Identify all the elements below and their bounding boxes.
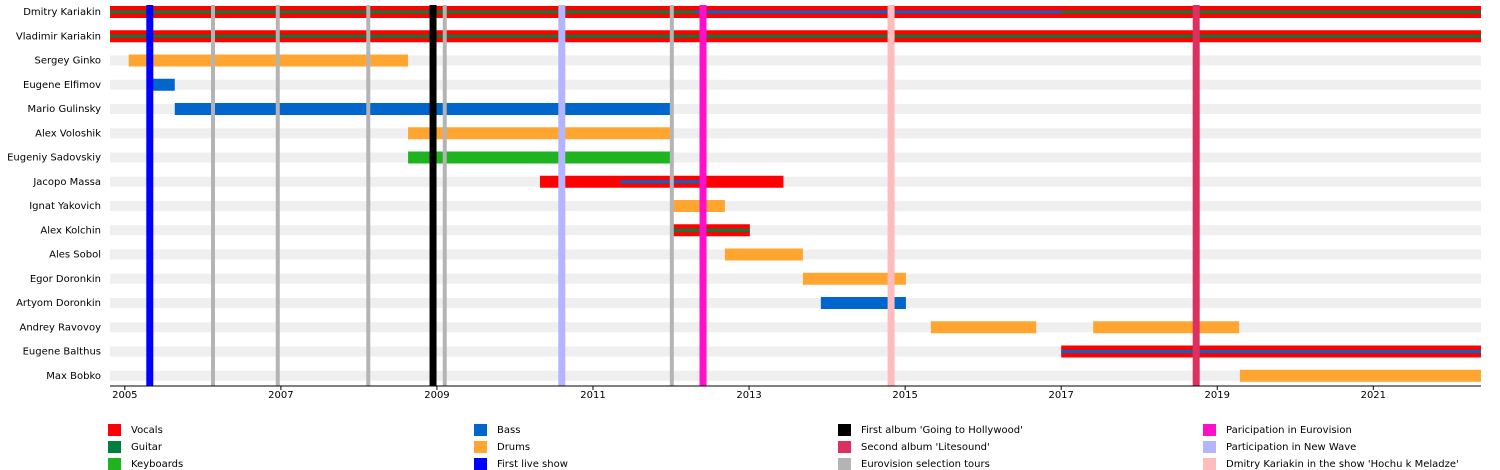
role-bar xyxy=(930,321,1037,334)
row-band xyxy=(110,201,1481,211)
row-label: Artyom Doronkin xyxy=(16,298,101,309)
legend-swatch xyxy=(838,424,851,436)
row-label: Ignat Yakovich xyxy=(29,201,101,212)
role-stripe xyxy=(110,34,1481,38)
legend-label: Bass xyxy=(497,425,520,436)
row-label: Eugene Elfimov xyxy=(23,80,101,91)
row-band xyxy=(110,225,1481,236)
x-tick-label: 2005 xyxy=(112,390,137,401)
legend-label: Guitar xyxy=(131,442,163,453)
row-band xyxy=(110,322,1481,333)
row-band xyxy=(110,346,1481,357)
role-stripe xyxy=(110,10,695,14)
row-band xyxy=(110,152,1481,163)
row-label: Eugeniy Sadovskiy xyxy=(7,153,101,164)
x-tick-label: 2015 xyxy=(892,390,917,401)
legend-label: First album 'Going to Hollywood' xyxy=(861,425,1023,436)
row-band xyxy=(110,298,1481,308)
legend-swatch xyxy=(474,441,487,453)
x-tick-label: 2021 xyxy=(1361,390,1386,401)
legend-swatch xyxy=(1203,424,1216,436)
row-label: Alex Voloshik xyxy=(35,128,101,139)
legend-swatch xyxy=(108,458,121,470)
role-bar xyxy=(408,127,674,140)
x-tick-label: 2009 xyxy=(424,390,449,401)
x-tick-label: 2017 xyxy=(1048,390,1073,401)
role-bar xyxy=(802,272,906,285)
legend-label: First live show xyxy=(497,459,568,470)
row-label: Sergey Ginko xyxy=(35,56,101,67)
row-label: Andrey Ravovoy xyxy=(19,322,101,333)
row-band xyxy=(110,128,1481,139)
row-label: Dmitry Kariakin xyxy=(23,7,101,18)
row-label: Eugene Balthus xyxy=(23,347,101,358)
role-stripe xyxy=(1061,10,1481,14)
legend-swatch xyxy=(474,424,487,436)
row-band xyxy=(110,273,1481,284)
role-stripe xyxy=(694,10,1062,14)
legend-label: Paricipation in Eurovision xyxy=(1226,425,1352,436)
role-bar xyxy=(1093,321,1240,334)
legend-swatch xyxy=(108,441,121,453)
row-label: Egor Doronkin xyxy=(30,274,101,285)
row-label: Mario Gulinsky xyxy=(28,104,102,115)
row-label: Alex Kolchin xyxy=(40,225,101,236)
role-stripe xyxy=(1061,350,1481,353)
row-band xyxy=(110,104,1481,114)
role-bar xyxy=(408,151,674,164)
legend-label: Drums xyxy=(497,442,530,453)
x-tick-label: 2019 xyxy=(1205,390,1230,401)
row-band xyxy=(110,79,1481,90)
row-label: Vladimir Kariakin xyxy=(16,31,101,42)
legend-label: Eurovision selection tours xyxy=(861,459,990,470)
role-bar xyxy=(820,297,906,309)
x-tick-label: 2007 xyxy=(268,390,293,401)
legend-label: Dmitry Kariakin in the show 'Hochu k Mel… xyxy=(1226,459,1459,470)
legend-label: Participation in New Wave xyxy=(1226,442,1356,453)
legend-label: Second album 'Litesound' xyxy=(861,442,990,453)
role-bar xyxy=(152,78,175,91)
row-band xyxy=(110,176,1481,187)
role-stripe xyxy=(620,180,700,184)
legend-swatch xyxy=(1203,458,1216,470)
legend-swatch xyxy=(838,441,851,453)
legend-label: Keyboards xyxy=(131,459,183,470)
legend-label: Vocals xyxy=(131,425,163,436)
legend-swatch xyxy=(108,424,121,436)
x-tick-label: 2011 xyxy=(580,390,605,401)
row-label: Max Bobko xyxy=(46,371,101,382)
legend-swatch xyxy=(1203,441,1216,453)
row-band xyxy=(110,55,1481,66)
row-label: Ales Sobol xyxy=(49,250,101,261)
row-band xyxy=(110,370,1481,381)
role-bar xyxy=(174,103,674,115)
role-stripe xyxy=(673,228,750,232)
role-bar xyxy=(128,54,409,67)
row-label: Jacopo Massa xyxy=(32,177,101,188)
x-tick-label: 2013 xyxy=(736,390,761,401)
role-bar xyxy=(673,200,725,212)
role-bar xyxy=(1239,369,1481,382)
role-bar xyxy=(724,248,803,261)
legend-swatch xyxy=(838,458,851,470)
legend-swatch xyxy=(474,458,487,470)
